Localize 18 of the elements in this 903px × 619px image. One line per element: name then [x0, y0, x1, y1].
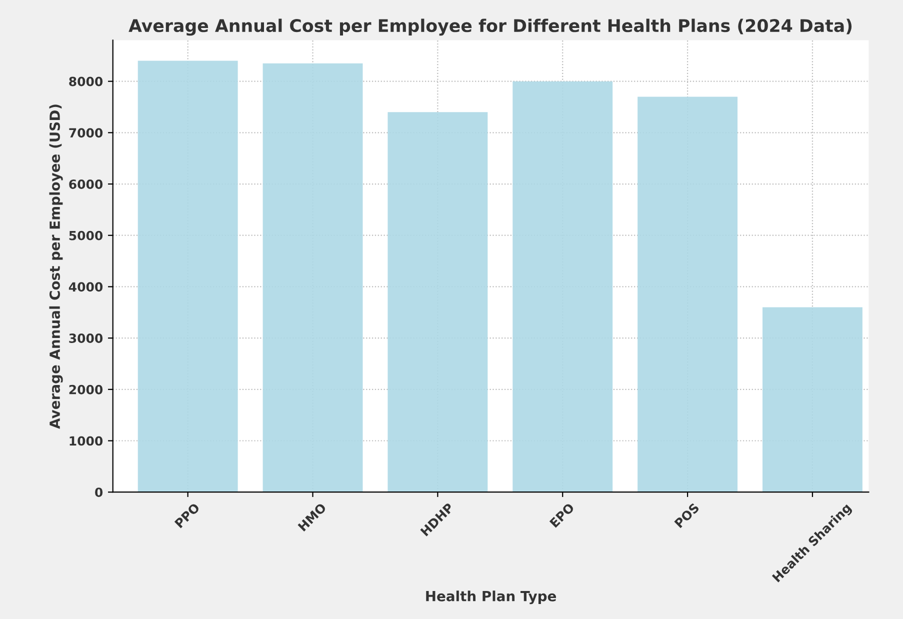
- bar: [388, 112, 488, 492]
- y-tick-label: 6000: [69, 179, 103, 189]
- x-axis-title: Health Plan Type: [426, 590, 556, 604]
- y-axis-title: Average Annual Cost per Employee (USD): [49, 104, 63, 429]
- bar: [762, 307, 862, 492]
- y-tick-label: 8000: [69, 76, 103, 86]
- y-tick-label: 1000: [70, 436, 103, 446]
- bar: [262, 63, 363, 492]
- y-tick-label: 2000: [69, 384, 103, 394]
- y-tick-label: 3000: [69, 334, 103, 343]
- bar: [138, 60, 238, 492]
- y-tick-label: 0: [95, 488, 103, 498]
- y-tick-label: 5000: [69, 230, 103, 240]
- y-tick-label: 7000: [69, 128, 103, 138]
- chart-title: Average Annual Cost per Employee for Different Health Plans (2024 Data): [128, 18, 852, 36]
- bar: [638, 96, 738, 492]
- y-tick-label: 4000: [68, 282, 103, 292]
- bar: [512, 81, 613, 492]
